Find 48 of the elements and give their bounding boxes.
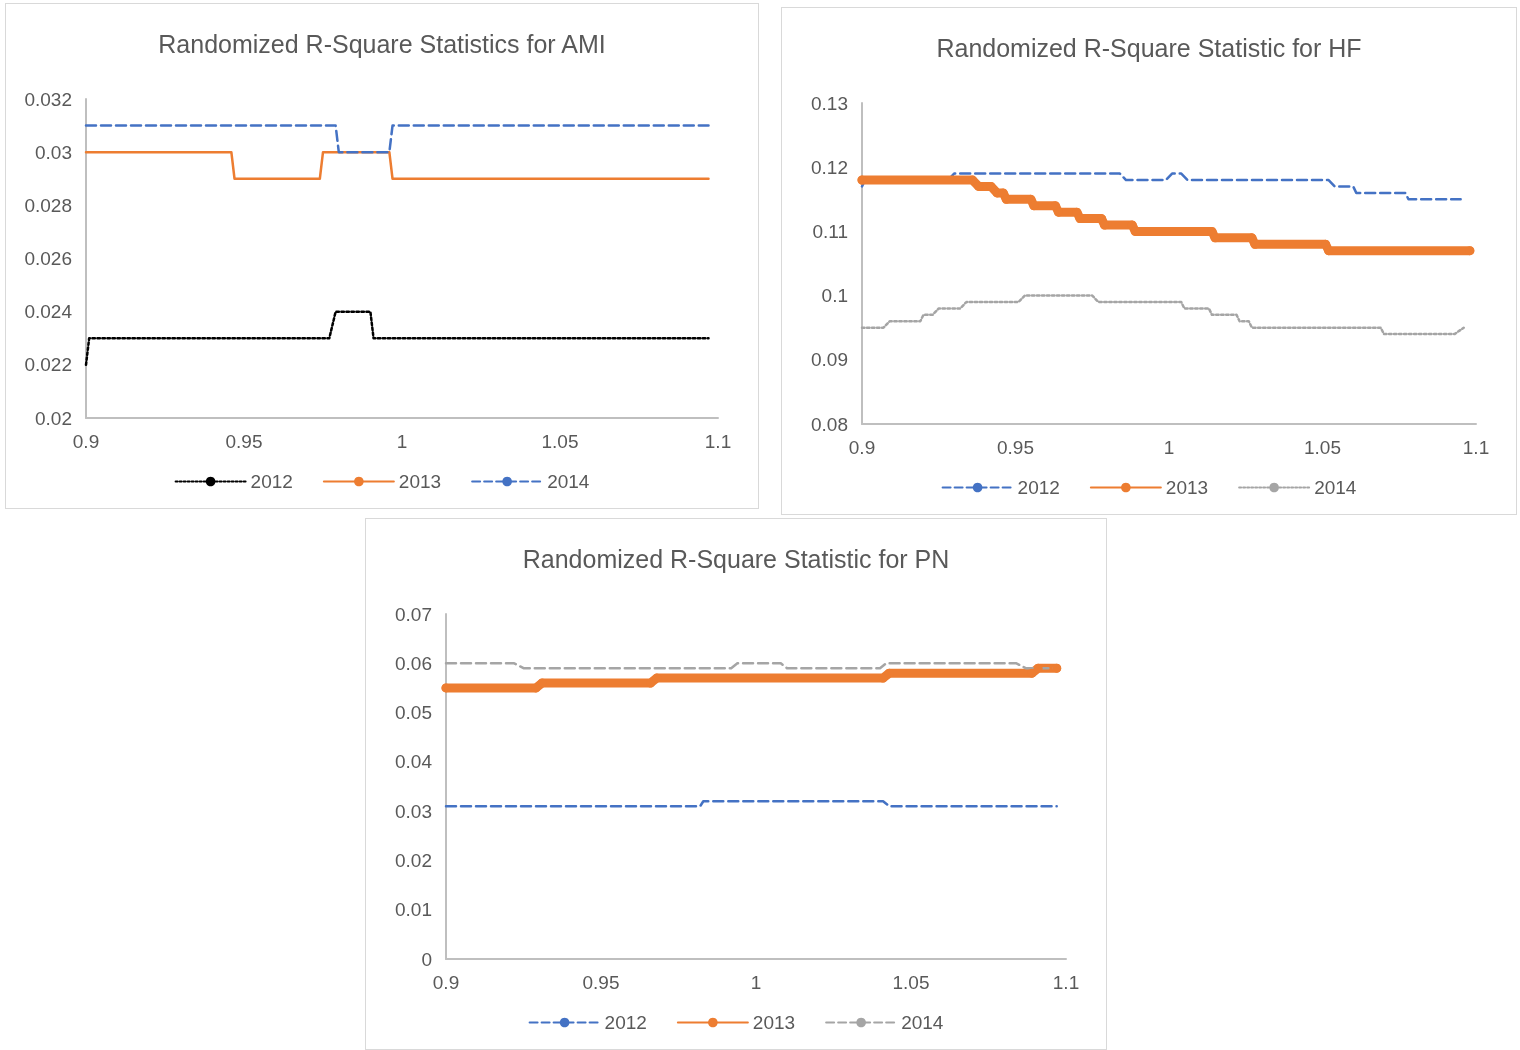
y-tick-label: 0 <box>421 948 432 970</box>
x-tick-label: 1 <box>750 972 762 993</box>
x-tick-label: 0.95 <box>582 972 620 993</box>
x-tick-label: 1.1 <box>704 431 732 452</box>
x-tick-label: 1.1 <box>1052 972 1080 993</box>
x-tick-label: 1.1 <box>1462 437 1490 458</box>
legend-label: 2013 <box>752 1012 796 1033</box>
chart-title: Randomized R-Square Statistic for PN <box>522 544 950 573</box>
x-tick-label: 0.9 <box>848 437 876 458</box>
legend-label: 2014 <box>901 1012 944 1033</box>
legend-label: 2013 <box>398 471 442 492</box>
y-tick-label: 0.028 <box>24 194 72 216</box>
y-tick-label: 0.1 <box>821 285 848 307</box>
chart-title: Randomized R-Square Statistics for AMI <box>158 29 606 58</box>
x-tick-label: 0.95 <box>997 437 1034 458</box>
y-tick-label: 0.05 <box>395 702 432 724</box>
legend-label: 2012 <box>604 1012 647 1033</box>
y-tick-label: 0.026 <box>24 248 72 269</box>
x-tick-label: 0.9 <box>72 431 100 452</box>
y-tick-label: 0.01 <box>395 899 432 921</box>
y-tick-label: 0.04 <box>395 751 433 773</box>
y-tick-label: 0.06 <box>395 652 432 674</box>
x-tick-label: 1.05 <box>541 431 579 452</box>
y-tick-label: 0.02 <box>35 407 72 429</box>
x-tick-label: 0.95 <box>225 431 263 452</box>
legend-label: 2014 <box>547 471 590 492</box>
y-tick-label: 0.12 <box>811 156 848 178</box>
x-tick-label: 1.05 <box>892 972 930 993</box>
y-tick-label: 0.08 <box>811 413 848 435</box>
y-tick-label: 0.024 <box>24 301 73 323</box>
y-tick-label: 0.03 <box>35 141 72 163</box>
legend-label: 2014 <box>1314 477 1357 498</box>
x-tick-label: 1 <box>1163 437 1175 458</box>
x-tick-label: 1.05 <box>1304 437 1341 458</box>
legend-label: 2013 <box>1165 477 1209 498</box>
y-tick-label: 0.11 <box>812 220 848 242</box>
legend-label: 2012 <box>1017 477 1060 498</box>
y-tick-label: 0.09 <box>811 349 848 371</box>
y-tick-label: 0.02 <box>395 849 432 871</box>
x-tick-label: 0.9 <box>432 972 460 993</box>
y-tick-label: 0.07 <box>395 603 432 625</box>
y-tick-label: 0.13 <box>811 92 848 114</box>
y-tick-label: 0.032 <box>24 88 72 110</box>
legend-label: 2012 <box>250 471 293 492</box>
x-tick-label: 1 <box>396 431 408 452</box>
y-tick-label: 0.03 <box>395 800 432 822</box>
y-tick-label: 0.022 <box>24 354 72 376</box>
chart-title: Randomized R-Square Statistic for HF <box>936 33 1362 62</box>
